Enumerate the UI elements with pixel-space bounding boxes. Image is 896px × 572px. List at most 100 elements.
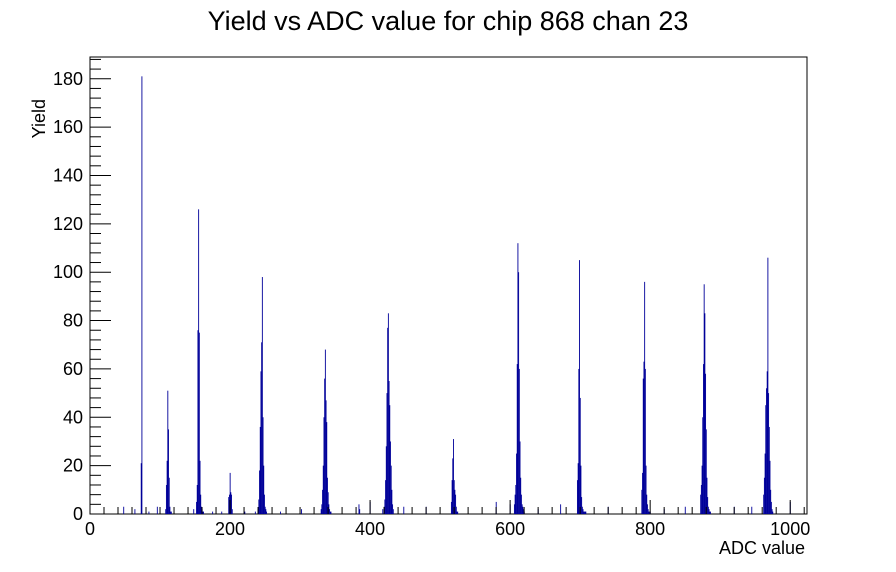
histogram-bin — [701, 465, 703, 514]
x-tick-label: 0 — [85, 519, 95, 539]
histogram-bin — [166, 460, 168, 514]
histogram-bin — [523, 509, 524, 514]
histogram-bin — [455, 494, 457, 514]
histogram-bin — [320, 509, 322, 514]
histogram-bin — [169, 506, 171, 514]
histogram-bin — [519, 441, 521, 514]
histogram-bin — [156, 506, 158, 514]
histogram-bin — [321, 504, 323, 514]
histogram-bin — [648, 511, 650, 514]
histogram-bin — [392, 504, 394, 514]
y-tick-label: 180 — [53, 69, 83, 89]
histogram-bin — [358, 504, 360, 514]
histogram-bin — [763, 494, 765, 514]
histogram-bin — [327, 492, 329, 514]
histogram-bin — [453, 439, 454, 514]
histogram-bin — [329, 509, 331, 514]
histogram-bin — [771, 509, 773, 514]
histogram-bin — [769, 460, 771, 514]
chart-title: Yield vs ADC value for chip 868 chan 23 — [208, 6, 689, 36]
x-tick-label: 200 — [215, 519, 245, 539]
histogram-bin — [684, 506, 686, 514]
histogram-bin — [702, 417, 704, 514]
histogram-bin — [710, 511, 711, 514]
histogram-bin — [764, 453, 766, 514]
histogram-bin — [520, 494, 522, 514]
histogram-bin — [704, 313, 706, 514]
histogram-bin — [390, 441, 391, 514]
histogram-bin — [261, 277, 263, 514]
histogram-bin — [328, 504, 330, 514]
histogram-bin — [647, 509, 649, 514]
histogram-bin — [513, 504, 515, 514]
histogram-bin — [198, 209, 200, 514]
histogram-bin — [258, 499, 260, 514]
histogram-bin — [521, 504, 523, 514]
histogram-bin — [772, 511, 774, 514]
x-tick-label: 600 — [495, 519, 525, 539]
histogram-bin — [244, 511, 246, 514]
histogram-bin — [578, 368, 580, 514]
histogram-bin — [148, 511, 150, 514]
histogram-bin — [385, 446, 387, 514]
histogram-bin — [585, 511, 587, 514]
y-tick-label: 160 — [53, 117, 83, 137]
histogram-bin — [198, 332, 200, 514]
histogram-bin — [322, 465, 324, 514]
histogram-bin — [708, 509, 710, 514]
histogram-bin — [140, 463, 142, 514]
histogram-bin — [522, 506, 524, 514]
histogram-bin — [388, 381, 390, 514]
histogram-bin — [327, 477, 328, 514]
histogram-bin — [700, 484, 702, 514]
histogram-bin — [322, 489, 324, 514]
plot-frame — [89, 56, 808, 515]
histogram-bin — [768, 426, 770, 514]
histogram-bin — [707, 506, 709, 514]
x-axis-label: ADC value — [719, 538, 805, 558]
histogram-bin — [517, 243, 519, 514]
y-tick-label: 60 — [63, 359, 83, 379]
histogram-bin — [389, 405, 391, 514]
histogram-bin — [707, 497, 709, 514]
histogram-bin — [649, 511, 651, 514]
y-tick-label: 0 — [73, 504, 83, 524]
histogram-bin — [266, 511, 267, 514]
histogram-bin — [646, 494, 648, 514]
histogram-bin — [516, 453, 517, 514]
histogram-bin — [200, 506, 202, 514]
histogram-bin — [751, 506, 753, 514]
histogram-bin — [706, 477, 708, 514]
histogram-bin — [766, 388, 767, 514]
histogram-bin — [141, 76, 143, 514]
histogram-bin — [323, 417, 325, 514]
histogram-bin — [203, 511, 204, 514]
histogram-bin — [581, 497, 583, 514]
histogram-bin — [705, 429, 707, 514]
histogram-bin — [392, 509, 394, 514]
histogram-bin — [387, 313, 389, 514]
histogram-bin — [576, 480, 578, 514]
histogram-bin — [165, 509, 167, 514]
histogram-bin — [452, 458, 454, 514]
histogram-bin — [382, 509, 384, 514]
histogram-bin — [453, 480, 455, 514]
histogram-bin — [643, 361, 645, 514]
histogram-bin — [516, 364, 518, 514]
histogram-bin — [584, 511, 586, 514]
x-axis: 0 200 400 600 800 1000 — [85, 500, 810, 539]
histogram-bin — [199, 460, 201, 514]
y-axis-label: Yield — [29, 99, 49, 138]
histogram-bin — [385, 480, 387, 514]
histogram-bin — [134, 509, 136, 514]
histogram-bin — [644, 281, 646, 514]
histogram-bin — [326, 422, 328, 514]
histogram-bin — [579, 260, 580, 514]
histogram-bin — [330, 511, 332, 514]
histogram-bin — [228, 497, 230, 514]
histogram-bin — [168, 477, 170, 514]
histogram-bars — [123, 76, 791, 514]
histogram-bin — [228, 494, 230, 514]
histogram-bin — [263, 465, 265, 514]
histogram-bin — [518, 368, 520, 514]
